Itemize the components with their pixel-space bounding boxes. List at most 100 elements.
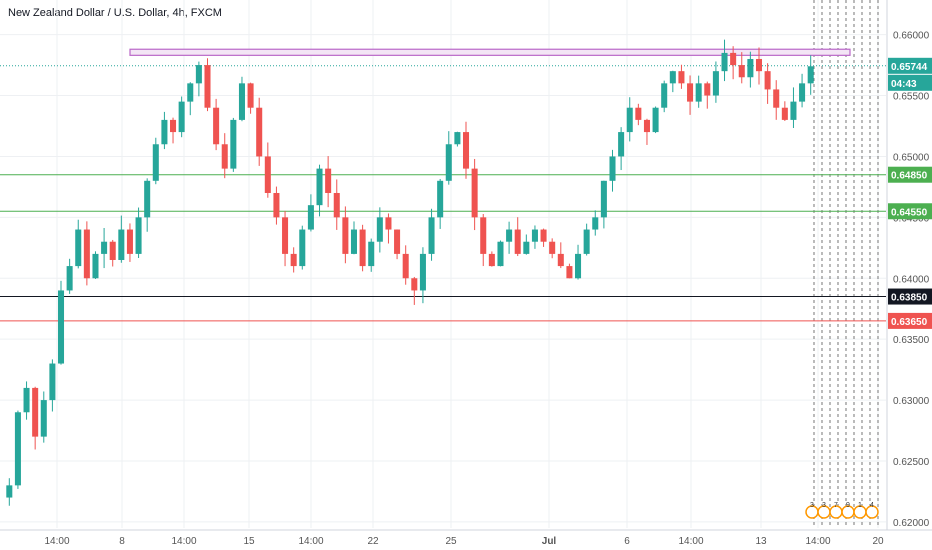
session-marker-label: 7 xyxy=(834,502,838,509)
price-tick-label: 0.63000 xyxy=(893,396,930,407)
candle-body xyxy=(247,83,254,108)
candle-body xyxy=(790,101,797,120)
candle-body xyxy=(437,180,444,218)
candle-body xyxy=(376,217,383,242)
time-tick-label: 8 xyxy=(119,536,125,547)
candle-body xyxy=(704,83,711,96)
resistance-zone[interactable] xyxy=(129,48,851,56)
time-tick-label: 14:00 xyxy=(678,536,703,547)
candle-body xyxy=(557,253,564,267)
candle-body xyxy=(170,119,177,133)
candle-body xyxy=(299,229,306,267)
candle-body xyxy=(755,58,763,72)
candle-body xyxy=(480,217,487,254)
candle-body xyxy=(32,387,39,437)
candle-body xyxy=(678,71,685,84)
time-tick-label: 13 xyxy=(755,536,767,547)
candle-body xyxy=(307,205,314,230)
current-price-badge-bg xyxy=(888,57,932,74)
candle-body xyxy=(109,241,116,260)
level-badge-red-text: 0.63650 xyxy=(891,317,928,328)
candle-body xyxy=(721,52,728,72)
session-vertical-lines xyxy=(813,0,879,528)
candle-body xyxy=(75,229,82,267)
candle-body xyxy=(635,107,642,120)
price-axis[interactable]: 0.660000.655000.650000.645000.640000.635… xyxy=(893,31,930,529)
candle-body xyxy=(781,107,788,120)
candle-body xyxy=(273,192,280,218)
candle-body xyxy=(161,119,168,145)
candle-body xyxy=(419,253,426,291)
candle-body xyxy=(230,119,237,169)
candle-body xyxy=(359,229,366,267)
level-badge-green-text: 0.64550 xyxy=(891,207,928,218)
candle-body xyxy=(282,217,289,254)
countdown-badge-bg xyxy=(888,74,932,91)
candle-body xyxy=(592,217,599,230)
candle-body xyxy=(118,229,125,260)
time-axis[interactable]: 14:00 8 14:00 15 14:00 22 25 Jul 6 14:00 13 14:00 20 xyxy=(44,536,884,547)
candle-body xyxy=(618,132,625,157)
level-badge-green: 0.64550 xyxy=(888,203,932,220)
candle-body xyxy=(652,107,659,133)
level-badge-black-bg xyxy=(888,288,932,305)
session-marker-icon[interactable] xyxy=(865,505,879,519)
candle-body xyxy=(609,156,616,181)
candle-body xyxy=(402,253,409,279)
candle-body xyxy=(290,253,297,267)
current-price-badge-text: 0.65744 xyxy=(891,62,928,73)
candle-body xyxy=(6,485,13,498)
time-tick-label: 20 xyxy=(872,536,884,547)
level-badge-black: 0.63850 xyxy=(888,288,932,305)
candle-body xyxy=(92,253,99,279)
time-tick-label: 15 xyxy=(243,536,255,547)
candle-body xyxy=(187,83,194,102)
candle-body xyxy=(350,229,358,254)
candle-body xyxy=(575,253,582,279)
candle-body xyxy=(549,241,556,254)
candle-body xyxy=(471,168,478,218)
candle-body xyxy=(540,229,547,242)
level-badge-green: 0.64850 xyxy=(888,166,932,183)
candle-body xyxy=(152,144,159,181)
candle-body xyxy=(807,66,814,84)
session-marker-label: 3 xyxy=(822,502,826,509)
current-price-badge: 0.65744 xyxy=(888,57,932,74)
chart-title: New Zealand Dollar / U.S. Dollar, 4h, FX… xyxy=(8,7,222,19)
price-tick-label: 0.62500 xyxy=(893,457,930,468)
grid-lines xyxy=(0,0,886,528)
candle-body xyxy=(506,229,513,242)
candle-body xyxy=(462,132,470,169)
candle-body xyxy=(385,217,392,230)
session-markers[interactable]: 3 3 7 9 1 4 xyxy=(805,502,879,519)
time-tick-label: 6 xyxy=(624,536,630,547)
candle-body xyxy=(238,83,245,120)
time-tick-label: 14:00 xyxy=(805,536,830,547)
candle-body xyxy=(566,266,573,279)
time-tick-label: 14:00 xyxy=(298,536,323,547)
session-marker-label: 3 xyxy=(810,502,814,509)
price-tick-label: 0.63500 xyxy=(893,335,930,346)
time-tick-label: 14:00 xyxy=(44,536,69,547)
level-badge-green-bg xyxy=(888,166,932,183)
level-badge-green-text: 0.64850 xyxy=(891,171,928,182)
price-tick-label: 0.66000 xyxy=(893,31,930,42)
countdown-badge: 04:43 xyxy=(888,74,932,91)
candle-body xyxy=(514,229,521,254)
candle-body xyxy=(325,168,332,193)
price-tick-label: 0.62000 xyxy=(893,518,930,529)
candles xyxy=(6,39,814,506)
candle-body xyxy=(712,71,719,96)
candle-body xyxy=(57,290,65,364)
level-badge-green-bg xyxy=(888,203,932,220)
candle-body xyxy=(333,192,340,218)
candle-body xyxy=(264,156,271,193)
candle-body xyxy=(316,168,323,206)
candle-body xyxy=(49,363,56,401)
candle-body xyxy=(101,241,108,254)
candle-body xyxy=(773,89,780,108)
candle-body xyxy=(661,83,668,108)
candle-body xyxy=(204,65,211,108)
candle-body xyxy=(687,83,694,102)
